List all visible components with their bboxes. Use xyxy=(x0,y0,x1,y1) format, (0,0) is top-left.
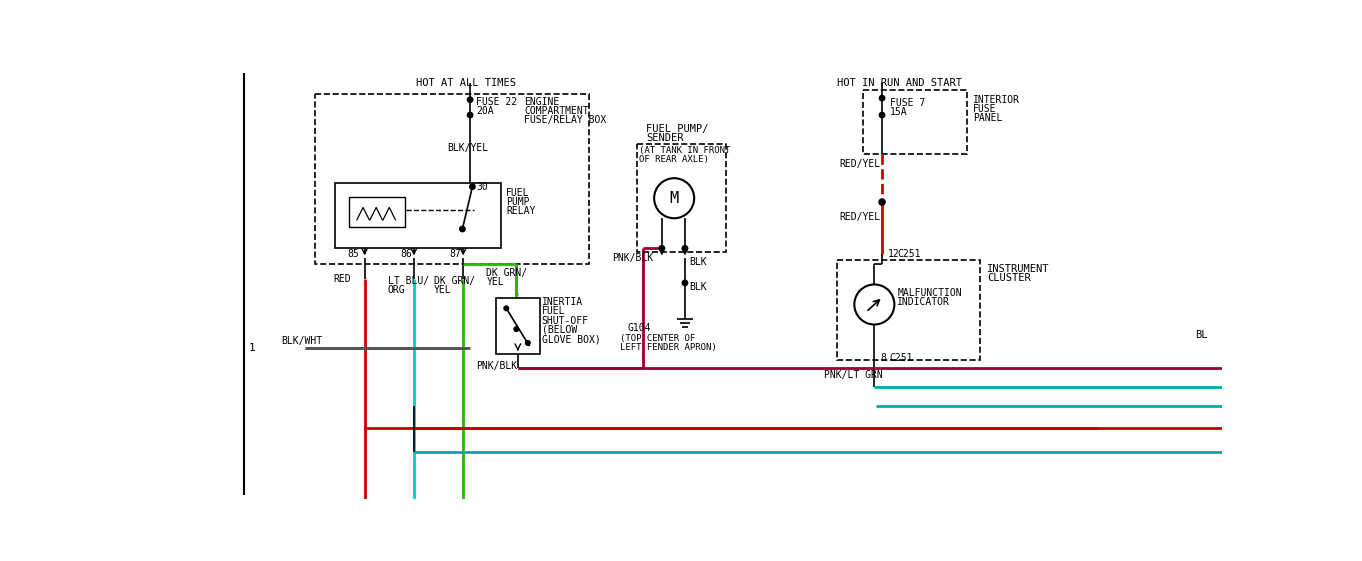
Text: C251: C251 xyxy=(889,353,914,364)
Text: PUMP: PUMP xyxy=(507,197,530,207)
Text: FUEL: FUEL xyxy=(542,306,565,316)
Circle shape xyxy=(654,178,695,218)
Text: SHUT-OFF: SHUT-OFF xyxy=(542,316,588,325)
Text: DK GRN/: DK GRN/ xyxy=(434,275,475,286)
Text: LEFT FENDER APRON): LEFT FENDER APRON) xyxy=(620,343,716,352)
Text: FUEL PUMP/: FUEL PUMP/ xyxy=(647,124,710,134)
Text: RED/YEL: RED/YEL xyxy=(840,159,881,168)
Text: CLUSTER: CLUSTER xyxy=(987,273,1031,283)
Text: 12: 12 xyxy=(888,250,900,259)
Bar xyxy=(349,197,405,227)
Circle shape xyxy=(526,341,530,345)
Text: RELAY: RELAY xyxy=(507,206,535,217)
Bar xyxy=(838,260,979,360)
Text: DK GRN/: DK GRN/ xyxy=(486,268,527,278)
Circle shape xyxy=(659,246,665,251)
Text: 1: 1 xyxy=(248,343,255,353)
Text: PANEL: PANEL xyxy=(972,113,1002,123)
Text: OF REAR AXLE): OF REAR AXLE) xyxy=(639,155,708,164)
Text: ORG: ORG xyxy=(388,285,406,295)
Circle shape xyxy=(460,226,464,232)
Text: 87: 87 xyxy=(449,250,462,259)
Text: 8: 8 xyxy=(880,353,887,364)
Text: YEL: YEL xyxy=(434,285,452,295)
Text: HOT IN RUN AND START: HOT IN RUN AND START xyxy=(838,78,963,88)
Text: FUSE 22: FUSE 22 xyxy=(477,97,518,107)
Text: BLK: BLK xyxy=(689,257,707,267)
Text: FUSE: FUSE xyxy=(972,104,997,114)
Text: FUSE 7: FUSE 7 xyxy=(889,98,925,108)
Text: FUEL: FUEL xyxy=(507,188,530,198)
Text: BLK/WHT: BLK/WHT xyxy=(282,337,323,347)
Text: ENGINE: ENGINE xyxy=(524,97,560,107)
Circle shape xyxy=(504,306,508,311)
Text: PNK/LT GRN: PNK/LT GRN xyxy=(824,370,883,380)
Bar xyxy=(637,144,726,252)
Text: BLK: BLK xyxy=(689,282,707,292)
Text: FUSE/RELAY BOX: FUSE/RELAY BOX xyxy=(524,116,606,126)
Text: (TOP CENTER OF: (TOP CENTER OF xyxy=(620,334,696,343)
Bar xyxy=(315,94,590,264)
Circle shape xyxy=(880,95,885,101)
Text: 15A: 15A xyxy=(889,107,907,117)
Text: 30: 30 xyxy=(477,182,488,192)
Circle shape xyxy=(880,112,885,118)
Bar xyxy=(862,90,967,154)
Text: (AT TANK IN FRONT: (AT TANK IN FRONT xyxy=(639,146,730,155)
Text: BL: BL xyxy=(1196,330,1208,341)
Text: YEL: YEL xyxy=(486,277,504,287)
Circle shape xyxy=(854,284,895,324)
Text: INDICATOR: INDICATOR xyxy=(898,297,951,307)
Text: MALFUNCTION: MALFUNCTION xyxy=(898,288,962,298)
Text: C251: C251 xyxy=(898,250,921,259)
Circle shape xyxy=(878,199,885,205)
Text: 20A: 20A xyxy=(477,106,494,116)
Circle shape xyxy=(513,327,519,332)
Text: RED/YEL: RED/YEL xyxy=(840,213,881,223)
Text: (BELOW: (BELOW xyxy=(542,325,577,335)
Text: LT BLU/: LT BLU/ xyxy=(388,275,429,286)
Text: 85: 85 xyxy=(347,250,360,259)
Circle shape xyxy=(682,246,688,251)
Circle shape xyxy=(682,280,688,286)
Bar xyxy=(496,298,541,354)
Text: HOT AT ALL TIMES: HOT AT ALL TIMES xyxy=(417,78,516,88)
Circle shape xyxy=(470,184,475,190)
Text: PNK/BLK: PNK/BLK xyxy=(477,361,518,371)
Text: INSTRUMENT: INSTRUMENT xyxy=(987,264,1049,274)
Text: RED: RED xyxy=(334,274,351,284)
Text: 86: 86 xyxy=(400,250,411,259)
Circle shape xyxy=(467,112,473,118)
Text: BLK/YEL: BLK/YEL xyxy=(447,143,488,153)
Text: GLOVE BOX): GLOVE BOX) xyxy=(542,334,601,344)
Bar xyxy=(335,183,501,249)
Text: G104: G104 xyxy=(628,323,651,333)
Text: SENDER: SENDER xyxy=(647,133,684,143)
Text: INTERIOR: INTERIOR xyxy=(972,95,1020,105)
Circle shape xyxy=(467,97,473,102)
Text: M: M xyxy=(670,191,678,206)
Text: INERTIA: INERTIA xyxy=(542,297,583,307)
Text: COMPARTMENT: COMPARTMENT xyxy=(524,106,588,116)
Text: PNK/BLK: PNK/BLK xyxy=(613,253,654,263)
